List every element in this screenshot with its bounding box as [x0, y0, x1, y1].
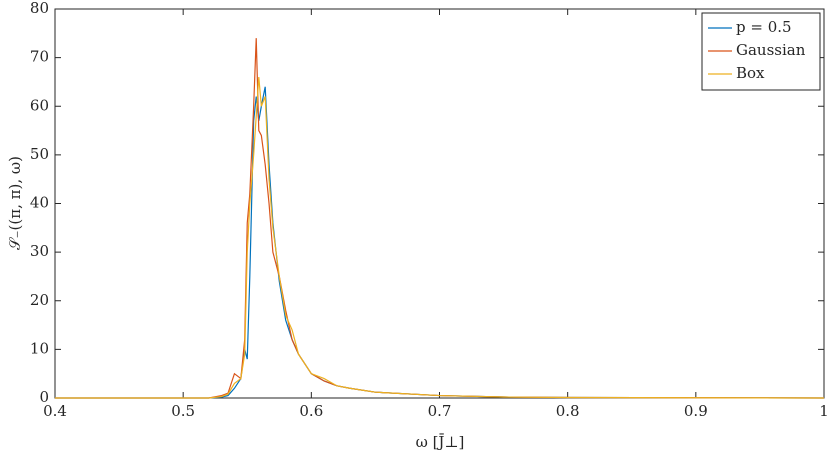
y-tick-label: 10 [30, 339, 49, 357]
x-axis-label: ω [J̄⊥] [416, 433, 465, 451]
y-tick-label: 20 [30, 291, 49, 309]
y-tick-label: 50 [30, 145, 49, 163]
y-tick-label: 80 [30, 0, 49, 17]
y-tick-label: 70 [30, 48, 49, 66]
legend-label: p = 0.5 [736, 18, 792, 36]
x-tick-label: 0.9 [684, 402, 708, 420]
y-axis-label: 𝒮₋((π, π), ω) [6, 156, 24, 250]
series-line [55, 86, 825, 399]
series-line [55, 38, 825, 399]
y-tick-label: 60 [30, 96, 49, 114]
x-tick-label: 1 [819, 402, 829, 420]
x-tick-label: 0.8 [556, 402, 580, 420]
x-tick-label: 0.4 [43, 402, 67, 420]
y-tick-label: 30 [30, 242, 49, 260]
x-tick-label: 0.7 [428, 402, 452, 420]
x-tick-label: 0.5 [171, 402, 195, 420]
legend-box [701, 12, 821, 91]
y-tick-label: 40 [30, 194, 49, 212]
legend-label: Gaussian [736, 41, 806, 59]
y-tick-label: 0 [39, 388, 49, 406]
legend-label: Box [736, 64, 765, 82]
series-line [55, 77, 825, 399]
x-tick-label: 0.6 [299, 402, 323, 420]
